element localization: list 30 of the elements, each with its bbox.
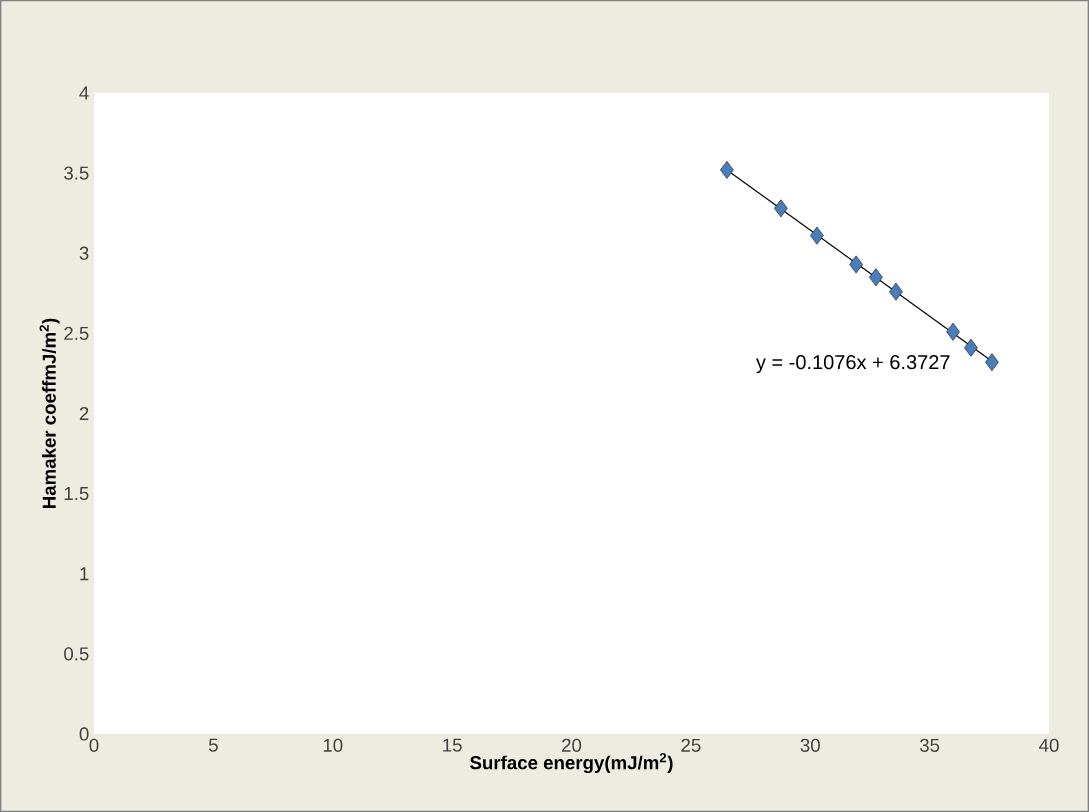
x-axis-title: Surface energy(mJ/m$^{2}$) [470,753,673,774]
x-tick-label: 30 [800,738,820,752]
annotation: y = -0.1076x + 6.3727 [755,355,950,374]
y-tick-label: 3 [79,246,89,260]
y-tick-label: 2.5 [64,326,89,340]
point [720,160,734,179]
y-tick-label: 3.5 [64,166,89,180]
y-tick-label: 0.5 [64,647,89,661]
y-tick-label: 1 [80,567,89,581]
x-tick-label: 5 [208,738,218,752]
point [849,255,863,274]
y-tick-label: 4 [79,86,89,100]
x-tick-label: 15 [443,738,462,752]
point [774,199,788,218]
point [985,353,999,372]
y-tick-label: 1.5 [64,487,89,501]
x-tick-label: 40 [1039,738,1059,752]
y-tick-label: 0 [79,727,89,741]
y-axis-title: Hamaker coeffmJ/m$^{2}$) [39,318,60,509]
x-tick-label: 35 [919,738,940,752]
point [964,338,978,357]
x-tick-label: 25 [681,738,701,752]
x-tick-label: 0 [89,738,99,752]
point [946,322,960,341]
x-tick-label: 20 [562,738,582,752]
point [869,268,883,287]
y-tick-label: 2 [79,406,89,420]
point [810,226,824,245]
point [889,282,903,301]
x-tick-label: 10 [323,738,343,752]
